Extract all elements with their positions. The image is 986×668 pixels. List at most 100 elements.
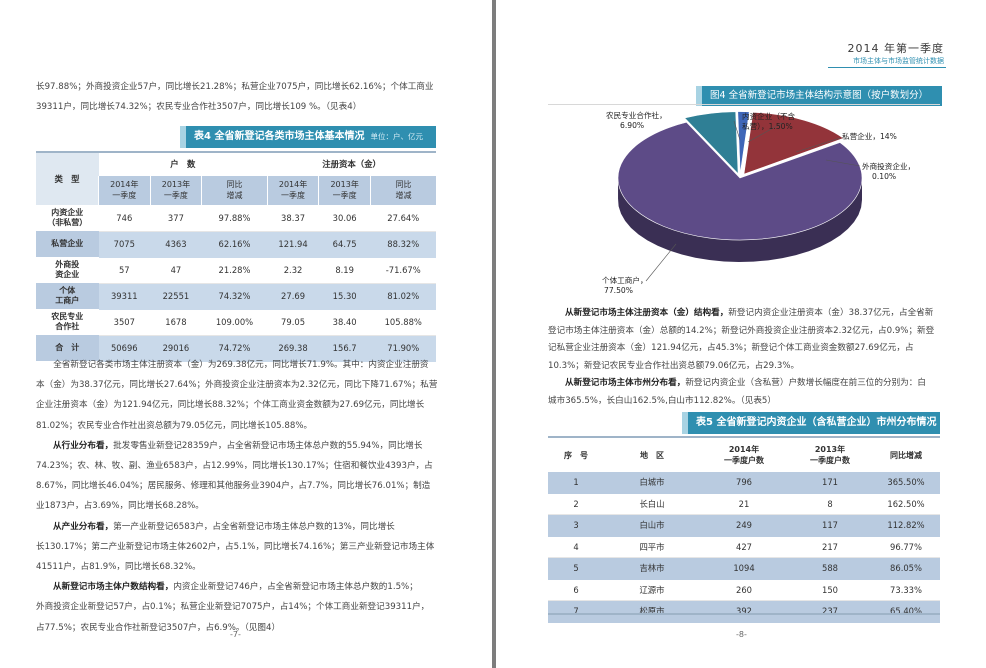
table-cell: 150	[788, 579, 872, 601]
table-cell: 65.40%	[872, 600, 940, 623]
pie-leader-line	[795, 137, 841, 153]
figure4-title: 图4 全省新登记市场主体结构示意图（按户数划分）	[696, 86, 942, 106]
table-cell: 38.40	[318, 309, 371, 336]
table-cell: 39311	[98, 283, 151, 310]
table-cell: 21.28%	[201, 257, 268, 284]
paragraph-line: 占77.5%；农民专业合作社新登记3507户，占6.9%。（见图4）	[36, 622, 281, 633]
table-cell: 427	[700, 536, 788, 558]
table-row: 4 四平市 427 217 96.77%	[548, 536, 940, 558]
paragraph-line: 记私营企业注册资本（金）121.94亿元，占45.3%；新登记个体工商业资金数额…	[548, 343, 914, 354]
table-cell: 8	[788, 493, 872, 515]
table4-title: 表4 全省新登记各类市场主体基本情况	[194, 131, 365, 142]
pie-leader-line	[645, 243, 677, 282]
paragraph-lead: 从产业分布看，	[53, 521, 114, 532]
table-row: 1 白城市 796 171 365.50%	[548, 472, 940, 494]
table-cell: 81.02%	[370, 283, 436, 310]
table-cell: 7075	[98, 231, 151, 258]
table-cell: 3507	[98, 309, 151, 336]
table-cell: 105.88%	[370, 309, 436, 336]
paragraph-line: 从产业分布看，第一产业新登记6583户，占全省新登记市场主体总户数的13%，同比…	[53, 521, 395, 532]
paragraph-line: 业1873户，占3.69%，同比增长68.28%。	[36, 501, 204, 512]
table5-bottom-rule	[548, 613, 940, 615]
paragraph-lead: 从新登记市场主体市州分布看，	[565, 378, 686, 389]
table-row: 5 吉林市 1094 588 86.05%	[548, 557, 940, 580]
paragraph-line: 从行业分布看，批发零售业新登记28359户，占全省新登记市场主体总户数的55.9…	[53, 440, 423, 451]
table-cell: 377	[150, 205, 202, 232]
table-row: 合 计 50696 29016 74.72% 269.38 156.7 71.90%	[36, 335, 436, 362]
table-cell: 86.05%	[872, 557, 940, 580]
table4-top-rule	[36, 151, 436, 153]
intro-line: 39311户，同比增长74.32%；农民专业合作社3507户，同比增长109 %…	[36, 102, 362, 112]
figure4-pie-chart	[617, 111, 863, 282]
header-rule	[828, 67, 946, 68]
table-cell: 27.69	[267, 283, 319, 310]
paragraph-lead: 从行业分布看，	[53, 440, 114, 451]
table5-header-cell: 同比增减	[872, 438, 940, 472]
table5-header-cell: 序 号	[548, 438, 604, 472]
pie-leader-line	[747, 122, 783, 143]
paragraph-lead: 从新登记市场主体户数结构看，	[53, 582, 174, 593]
paragraph-line: 本（金）为38.37亿元，同比增长27.64%；外商投资企业注册资本为2.32亿…	[36, 380, 438, 391]
subheader-cell: 2014年 一季度	[98, 175, 151, 205]
table-cell: 88.32%	[370, 231, 436, 258]
table-cell: 2.32	[267, 257, 319, 284]
table-cell: 3	[548, 514, 604, 537]
table-cell: 四平市	[604, 536, 700, 558]
table-cell: 1678	[150, 309, 202, 336]
table-cell: 97.88%	[201, 205, 268, 232]
paragraph-line: 外商投资企业新登记57户，占0.1%；私营企业新登记7075户，占14%；个体工…	[36, 602, 430, 613]
table-row: 2 长白山 21 8 162.50%	[548, 493, 940, 515]
table-cell: 21	[700, 493, 788, 515]
paragraph-line: 企业注册资本（金）为121.94亿元，同比增长88.32%；个体工商业资金数额为…	[36, 400, 425, 411]
table4: 类 型户 数注册资本（金） 2014年 一季度 2013年 一季度 同比 增减 2014年 一季…	[36, 153, 436, 362]
right-page: 2014 年第一季度 市场主体与市场监管统计数据 图4 全省新登记市场主体结构示…	[496, 0, 986, 668]
table4-unit: 单位：户、亿元	[370, 132, 423, 141]
table-row: 外商投 资企业 57 47 21.28% 2.32 8.19 -71.67%	[36, 257, 436, 284]
paragraph-line: 81.02%；农民专业合作社出资总额为79.05亿元，同比增长105.88%。	[36, 420, 313, 431]
table-cell: 6	[548, 579, 604, 601]
figure4-frame	[548, 104, 940, 301]
group-households: 户 数	[98, 153, 268, 176]
paragraph-line: 从新登记市场主体市州分布看，新登记内资企业（含私营）户数增长幅度在前三位的分别为…	[565, 378, 926, 389]
table-row: 个体 工商户 39311 22551 74.32% 27.69 15.30 81.02%	[36, 283, 436, 310]
paragraph-line: 登记市场主体注册资本（金）总额的14.2%；新登记外商投资企业注册资本2.32亿…	[548, 325, 935, 336]
pie-label-foreign: 外商投资企业， 0.10%	[862, 162, 916, 181]
table-cell: 96.77%	[872, 536, 940, 558]
table5-title-bar: 表5 全省新登记内资企业（含私营企业）市州分布情况	[682, 412, 940, 434]
table-cell: -71.67%	[370, 257, 436, 284]
paragraph-lead: 从新登记市场主体注册资本（金）结构看，	[565, 308, 729, 318]
table-cell: 38.37	[267, 205, 319, 232]
row-name: 私营企业	[36, 231, 99, 257]
table-cell: 79.05	[267, 309, 319, 336]
table-cell: 237	[788, 600, 872, 623]
table4-subheader-row: 2014年 一季度 2013年 一季度 同比 增减 2014年 一季度 2013年 一季度 同比 增减	[36, 175, 436, 205]
table-cell: 117	[788, 514, 872, 537]
table-cell: 171	[788, 472, 872, 494]
table-row: 7 松原市 392 237 65.40%	[548, 600, 940, 623]
paragraph-line: 10.3%；新登记农民专业合作社出资总额79.06亿元，占29.3%。	[548, 360, 800, 371]
table-cell: 8.19	[318, 257, 371, 284]
subheader-cell: 同比 增减	[201, 175, 268, 205]
pie-leader-line	[825, 159, 861, 167]
table-cell: 156.7	[318, 335, 371, 362]
table-cell: 62.16%	[201, 231, 268, 258]
paragraph-line: 从新登记市场主体户数结构看，内资企业新登记746户，占全省新登记市场主体总户数的…	[53, 582, 418, 593]
pie-slice	[737, 111, 750, 174]
table-cell: 260	[700, 579, 788, 601]
paragraph-line: 全省新登记各类市场主体注册资本（金）为269.38亿元，同比增长71.9%。其中…	[36, 360, 429, 370]
running-header-title: 2014 年第一季度	[847, 42, 944, 55]
row-name: 合 计	[36, 335, 99, 361]
paragraph-line: 从新登记市场主体注册资本（金）结构看，新登记内资企业注册资本（金）38.37亿元…	[565, 308, 934, 318]
pie-label-individual: 个体工商户， 77.50%	[602, 276, 648, 295]
table-cell: 松原市	[604, 600, 700, 623]
table-cell: 796	[700, 472, 788, 494]
table-cell: 74.72%	[201, 335, 268, 362]
table5-header-cell: 地 区	[604, 438, 700, 472]
table-cell: 71.90%	[370, 335, 436, 362]
pie-slice	[617, 121, 863, 241]
group-capital: 注册资本（金）	[267, 153, 436, 176]
pie-leader-line	[733, 120, 741, 141]
table-row: 6 辽源市 260 150 73.33%	[548, 579, 940, 601]
table-cell: 112.82%	[872, 514, 940, 537]
table-cell: 217	[788, 536, 872, 558]
